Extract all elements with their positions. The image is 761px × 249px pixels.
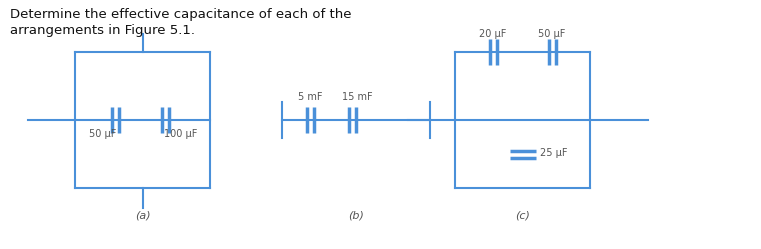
Text: (b): (b) xyxy=(348,210,364,220)
Text: (c): (c) xyxy=(515,210,530,220)
Text: 5 mF: 5 mF xyxy=(298,92,322,102)
Text: 15 mF: 15 mF xyxy=(342,92,372,102)
Text: (a): (a) xyxy=(135,210,151,220)
Text: arrangements in Figure 5.1.: arrangements in Figure 5.1. xyxy=(10,24,195,37)
Text: 50 μF: 50 μF xyxy=(89,129,116,139)
Text: 20 μF: 20 μF xyxy=(479,29,507,39)
Text: 100 μF: 100 μF xyxy=(164,129,198,139)
Text: 25 μF: 25 μF xyxy=(540,148,567,158)
Text: 50 μF: 50 μF xyxy=(538,29,565,39)
Text: Determine the effective capacitance of each of the: Determine the effective capacitance of e… xyxy=(10,8,352,21)
